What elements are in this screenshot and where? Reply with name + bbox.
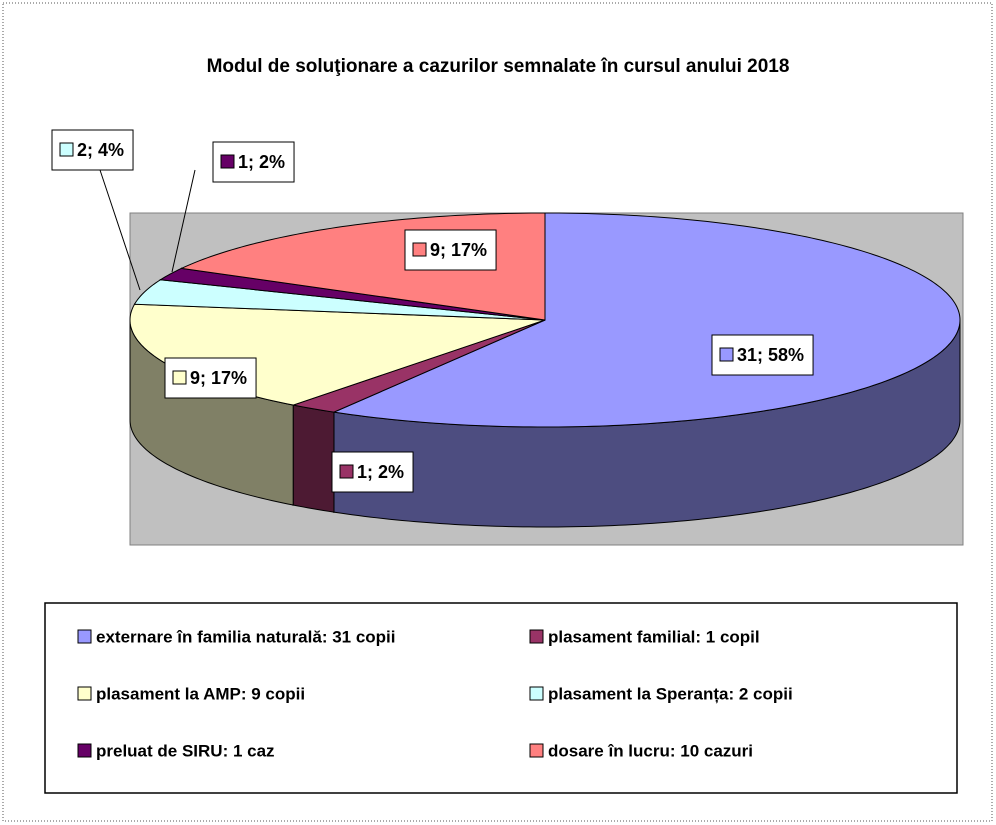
label-swatch	[339, 464, 354, 479]
pie-slice	[291, 319, 546, 413]
label-swatch	[172, 370, 187, 385]
label-swatch	[412, 242, 427, 257]
legend-swatch	[77, 629, 92, 644]
data-label: 9; 17%	[190, 368, 247, 388]
label-swatch	[719, 347, 734, 362]
label-swatch	[59, 142, 74, 157]
legend-label: externare în familia naturală: 31 copii	[96, 627, 396, 646]
data-label: 1; 2%	[357, 462, 404, 482]
legend-label: plasament la AMP: 9 copii	[96, 684, 305, 703]
legend-swatch	[529, 686, 544, 701]
leader-line	[171, 169, 196, 273]
data-label: 2; 4%	[77, 140, 124, 160]
legend-swatch	[529, 629, 544, 644]
label-box	[212, 141, 295, 183]
legend-label: preluat de SIRU: 1 caz	[96, 741, 275, 760]
legend-label: plasament la Speranța: 2 copii	[548, 684, 793, 703]
data-label: 1; 2%	[238, 152, 285, 172]
pie-slice	[158, 267, 546, 321]
leader-line	[99, 169, 141, 291]
legend-swatch	[77, 686, 92, 701]
data-label: 9; 17%	[430, 240, 487, 260]
label-swatch	[220, 154, 235, 169]
legend-label: dosare în lucru: 10 cazuri	[548, 741, 753, 760]
legend-swatch	[529, 743, 544, 758]
pie	[129, 212, 961, 528]
legend-swatch	[77, 743, 92, 758]
data-label: 31; 58%	[737, 345, 804, 365]
chart-title: Modul de soluţionare a cazurilor semnala…	[207, 56, 790, 77]
legend-box	[44, 602, 958, 794]
legend-label: plasament familial: 1 copil	[548, 627, 760, 646]
legend: externare în familia naturală: 31 copii p…	[77, 627, 793, 760]
data-labels: 31; 58% 1; 2% 9; 17% 2; 4% 1; 2% 9; 17%	[51, 129, 814, 493]
pie-slice	[133, 279, 546, 321]
pie-wall	[292, 404, 335, 513]
